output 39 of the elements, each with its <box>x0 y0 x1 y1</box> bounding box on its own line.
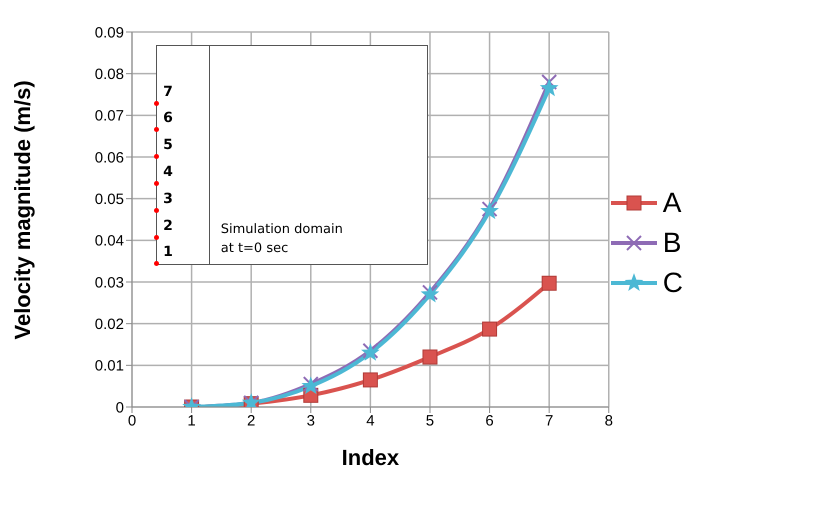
annotation: 6 <box>163 110 173 126</box>
x-tick-label: 5 <box>426 412 434 430</box>
y-tick-label: 0.03 <box>94 274 124 292</box>
legend-label: B <box>662 227 682 259</box>
annotation: 2 <box>163 218 173 234</box>
x-tick-label: 0 <box>128 412 136 430</box>
y-tick-label: 0 <box>116 399 124 416</box>
x-tick-label: 7 <box>545 412 554 430</box>
y-axis-title: Velocity magnitude (m/s) <box>10 80 35 340</box>
y-tick-label: 0.08 <box>94 66 124 83</box>
point <box>541 74 558 90</box>
x-axis-title: Index <box>342 445 400 470</box>
annotation: 5 <box>163 137 173 154</box>
x-tick-label: 2 <box>247 412 256 430</box>
y-tick-label: 0.07 <box>94 108 124 125</box>
x-tick-label: 3 <box>306 412 315 430</box>
y-tick-label: 0.02 <box>94 316 124 333</box>
y-tick-label: 0.04 <box>94 232 124 250</box>
point <box>362 372 378 388</box>
annotation: Simulation domain <box>220 221 343 240</box>
x-tick-label: 1 <box>187 412 196 430</box>
point <box>540 79 558 96</box>
y-tick-label: 0.01 <box>94 358 124 375</box>
legend-label: C <box>662 267 683 299</box>
x-tick-label: 8 <box>604 412 613 430</box>
annotation: at t=0 sec <box>220 240 290 258</box>
x-tick-label: 6 <box>485 412 494 430</box>
point <box>542 276 557 291</box>
point <box>482 322 498 337</box>
y-tick-label: 0.09 <box>94 24 124 42</box>
annotation: 7 <box>163 84 173 100</box>
point <box>422 350 438 364</box>
annotation: 3 <box>163 190 173 207</box>
legend-label: A <box>662 187 682 219</box>
annotation: 1 <box>163 244 173 260</box>
y-tick-label: 0.06 <box>94 149 124 166</box>
y-tick-label: 0.05 <box>94 190 124 208</box>
x-tick-label: 4 <box>366 412 375 430</box>
annotation: 4 <box>163 164 173 180</box>
